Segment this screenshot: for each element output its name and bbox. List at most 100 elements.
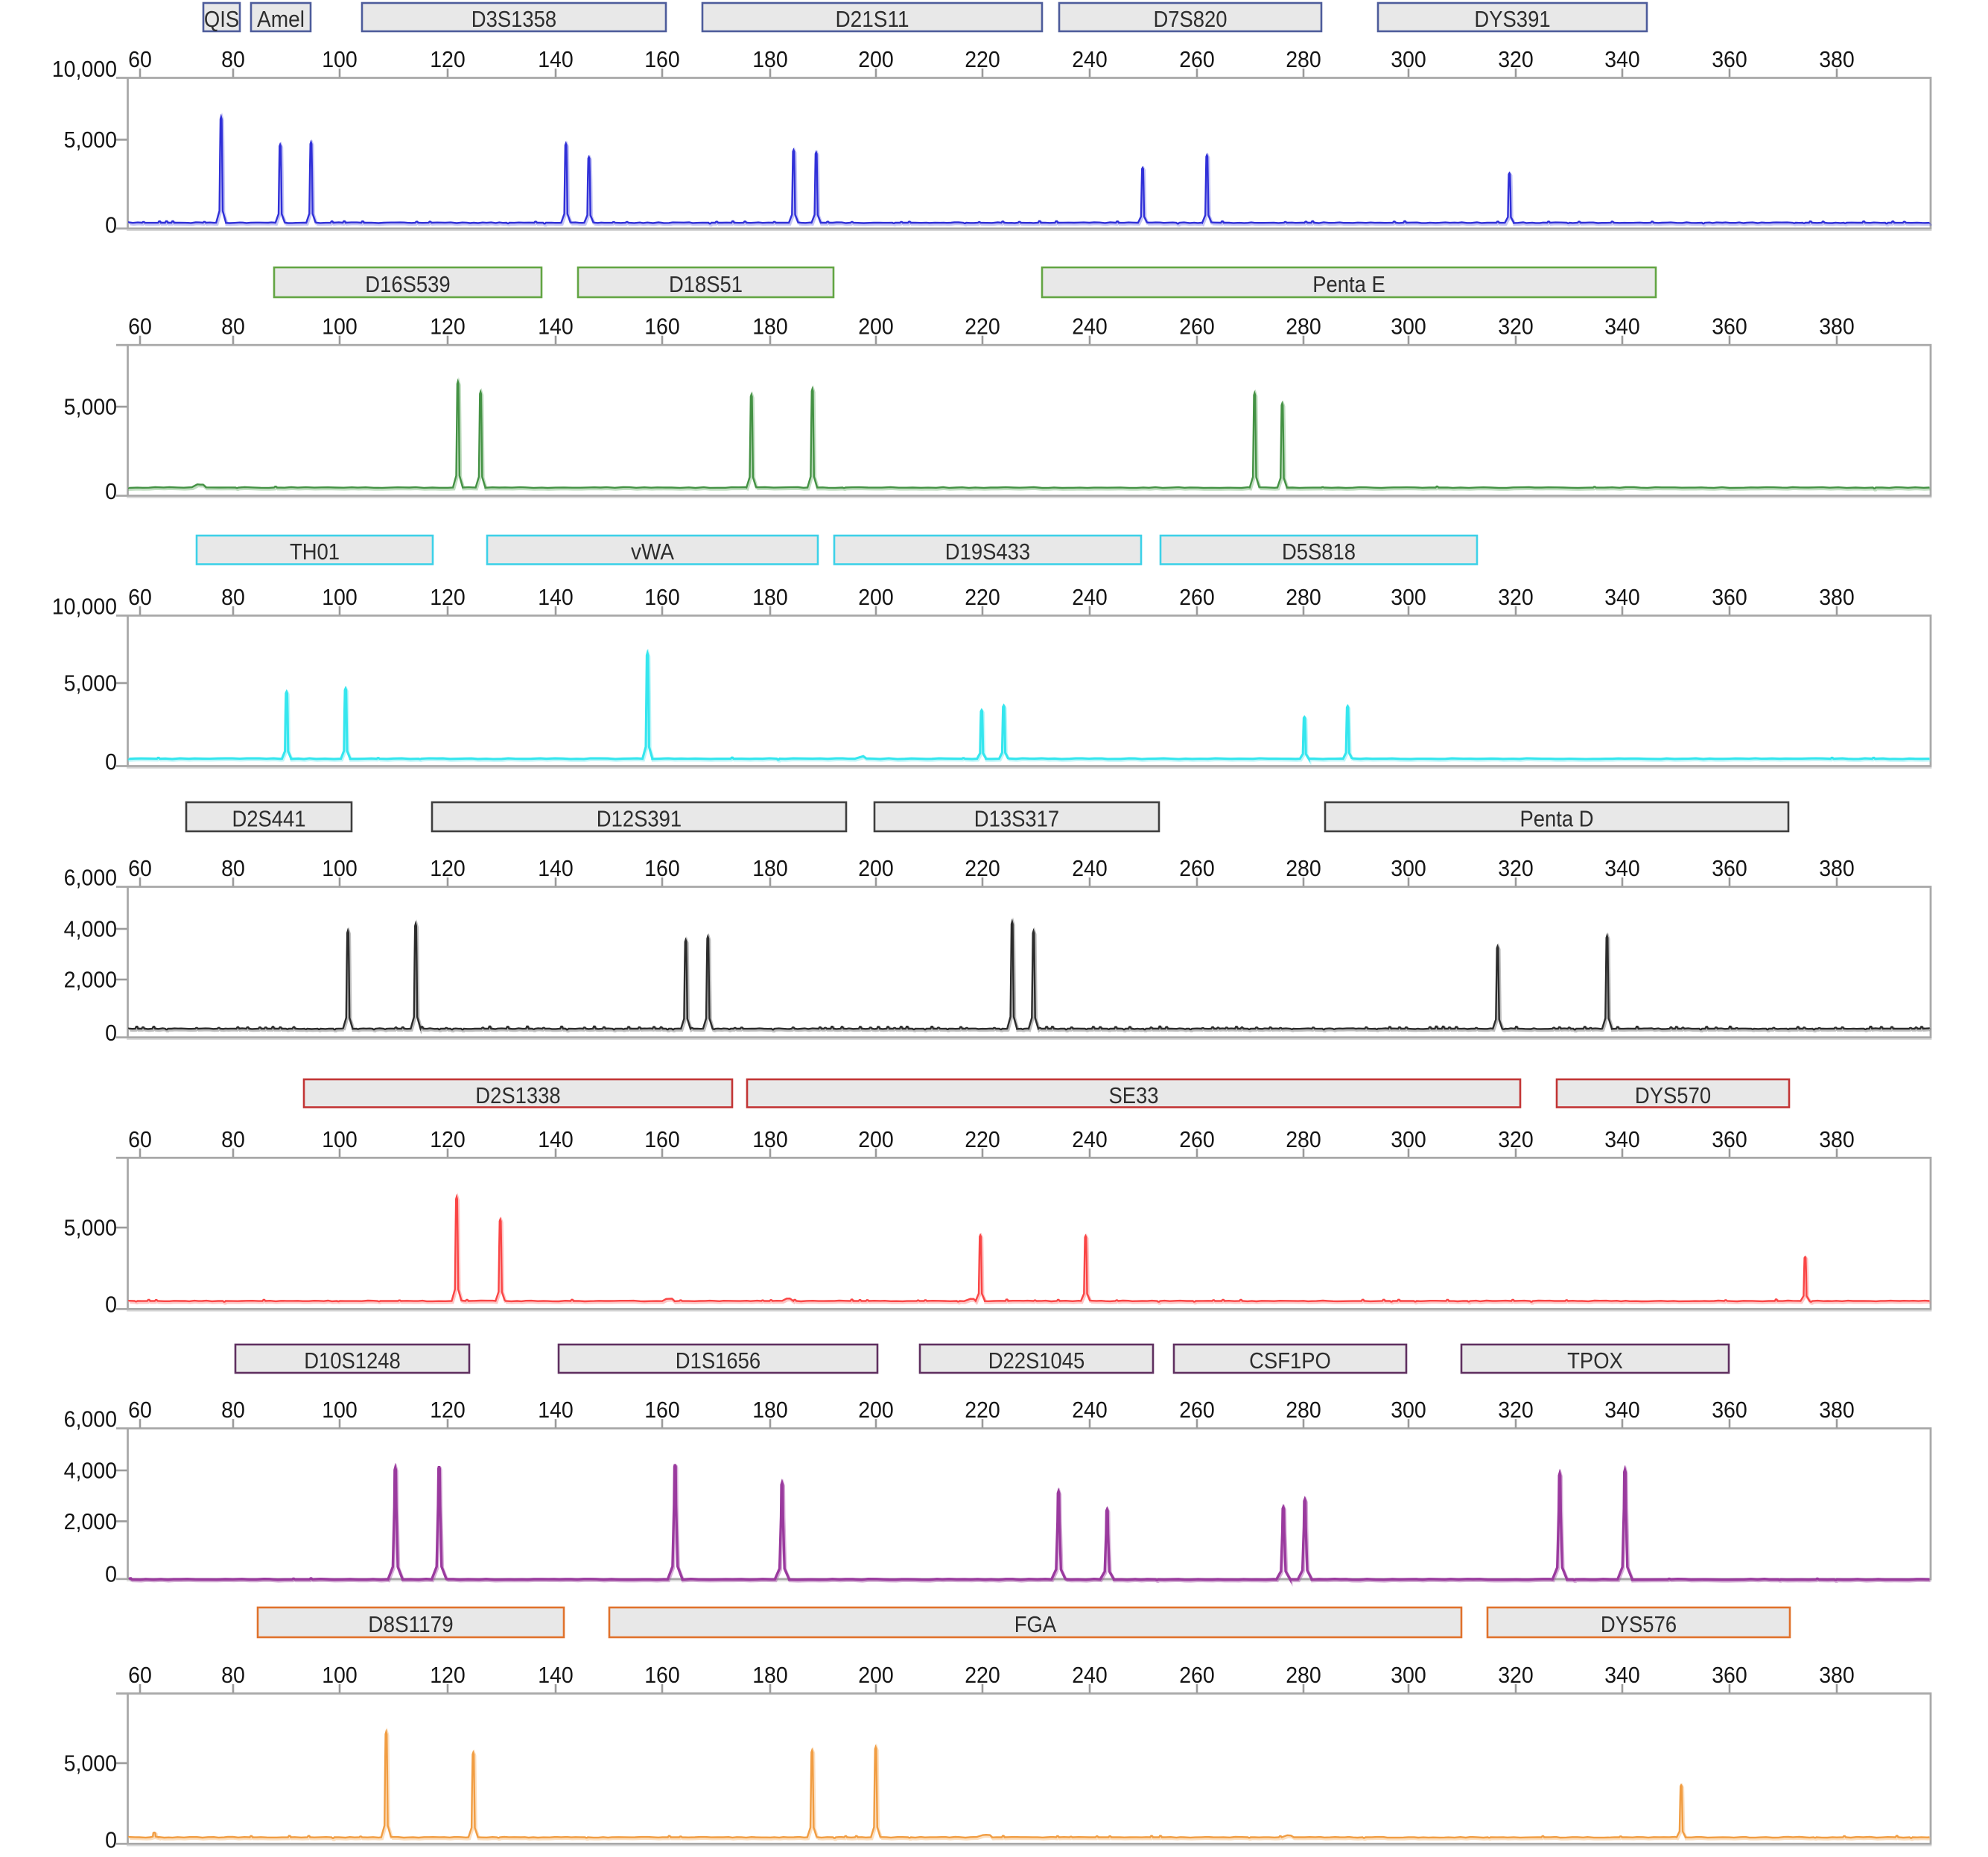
svg-text:240: 240 [1072,314,1108,340]
svg-text:60: 60 [128,1662,152,1688]
svg-text:240: 240 [1072,584,1108,610]
svg-text:80: 80 [221,855,245,881]
svg-text:60: 60 [128,855,152,881]
svg-text:380: 380 [1819,46,1855,72]
svg-text:4,000: 4,000 [64,916,117,942]
svg-text:280: 280 [1286,1662,1321,1688]
svg-text:D8S1179: D8S1179 [368,1611,453,1637]
svg-text:180: 180 [752,584,788,610]
svg-text:340: 340 [1604,46,1640,72]
svg-text:0: 0 [105,749,117,775]
svg-text:80: 80 [221,1126,245,1152]
svg-text:380: 380 [1819,1662,1855,1688]
svg-text:380: 380 [1819,1397,1855,1423]
svg-text:140: 140 [538,314,574,340]
svg-text:280: 280 [1286,1397,1321,1423]
svg-text:280: 280 [1286,855,1321,881]
svg-text:2,000: 2,000 [64,967,117,993]
svg-text:160: 160 [644,314,680,340]
svg-text:vWA: vWA [631,539,674,565]
svg-text:180: 180 [752,314,788,340]
svg-text:DYS576: DYS576 [1601,1611,1677,1637]
svg-text:100: 100 [322,314,358,340]
svg-text:380: 380 [1819,314,1855,340]
svg-text:140: 140 [538,1397,574,1423]
svg-text:320: 320 [1498,1397,1534,1423]
svg-text:0: 0 [105,478,117,504]
svg-text:220: 220 [965,855,1000,881]
svg-text:5,000: 5,000 [64,1215,117,1241]
svg-text:120: 120 [430,1662,466,1688]
svg-text:140: 140 [538,855,574,881]
svg-text:0: 0 [105,1561,117,1587]
svg-text:160: 160 [644,855,680,881]
svg-text:140: 140 [538,584,574,610]
svg-text:260: 260 [1179,1397,1215,1423]
svg-text:240: 240 [1072,855,1108,881]
svg-text:260: 260 [1179,584,1215,610]
svg-text:5,000: 5,000 [64,127,117,153]
svg-text:QIS: QIS [204,6,239,32]
svg-text:380: 380 [1819,855,1855,881]
svg-text:320: 320 [1498,855,1534,881]
svg-text:4,000: 4,000 [64,1458,117,1484]
svg-text:SE33: SE33 [1108,1082,1158,1108]
svg-text:D1S1656: D1S1656 [676,1347,760,1374]
svg-text:CSF1PO: CSF1PO [1249,1347,1331,1374]
svg-text:220: 220 [965,46,1000,72]
svg-text:5,000: 5,000 [64,394,117,420]
svg-text:380: 380 [1819,1126,1855,1152]
svg-text:10,000: 10,000 [52,56,117,82]
svg-text:300: 300 [1391,855,1426,881]
svg-text:80: 80 [221,46,245,72]
svg-text:200: 200 [858,855,894,881]
svg-text:340: 340 [1604,1126,1640,1152]
svg-text:100: 100 [322,584,358,610]
svg-text:60: 60 [128,314,152,340]
svg-text:360: 360 [1712,855,1747,881]
svg-text:320: 320 [1498,1662,1534,1688]
svg-text:320: 320 [1498,46,1534,72]
svg-text:280: 280 [1286,584,1321,610]
svg-text:260: 260 [1179,855,1215,881]
svg-text:D3S1358: D3S1358 [471,6,556,32]
svg-text:DYS570: DYS570 [1635,1082,1711,1108]
svg-text:340: 340 [1604,855,1640,881]
svg-text:80: 80 [221,314,245,340]
svg-text:100: 100 [322,1662,358,1688]
svg-text:6,000: 6,000 [64,1406,117,1432]
svg-text:160: 160 [644,46,680,72]
svg-text:360: 360 [1712,314,1747,340]
svg-text:TPOX: TPOX [1567,1347,1623,1374]
svg-text:180: 180 [752,1397,788,1423]
svg-text:360: 360 [1712,1662,1747,1688]
svg-text:Penta D: Penta D [1519,806,1593,832]
svg-text:220: 220 [965,1126,1000,1152]
svg-text:240: 240 [1072,1662,1108,1688]
svg-text:220: 220 [965,1397,1000,1423]
svg-text:280: 280 [1286,1126,1321,1152]
svg-text:340: 340 [1604,1662,1640,1688]
svg-text:60: 60 [128,46,152,72]
svg-text:D16S539: D16S539 [365,271,450,297]
svg-text:180: 180 [752,1126,788,1152]
svg-text:80: 80 [221,1397,245,1423]
svg-text:FGA: FGA [1014,1611,1057,1637]
svg-text:360: 360 [1712,584,1747,610]
svg-text:160: 160 [644,1662,680,1688]
svg-text:100: 100 [322,1397,358,1423]
svg-text:200: 200 [858,1397,894,1423]
svg-text:140: 140 [538,46,574,72]
svg-text:120: 120 [430,584,466,610]
svg-text:TH01: TH01 [290,539,340,565]
svg-text:320: 320 [1498,584,1534,610]
svg-text:300: 300 [1391,46,1426,72]
svg-text:100: 100 [322,1126,358,1152]
svg-text:Amel: Amel [257,6,305,32]
svg-text:180: 180 [752,1662,788,1688]
svg-text:220: 220 [965,1662,1000,1688]
svg-text:120: 120 [430,1126,466,1152]
svg-text:6,000: 6,000 [64,865,117,891]
svg-text:D2S441: D2S441 [232,806,305,832]
svg-text:0: 0 [105,1020,117,1046]
